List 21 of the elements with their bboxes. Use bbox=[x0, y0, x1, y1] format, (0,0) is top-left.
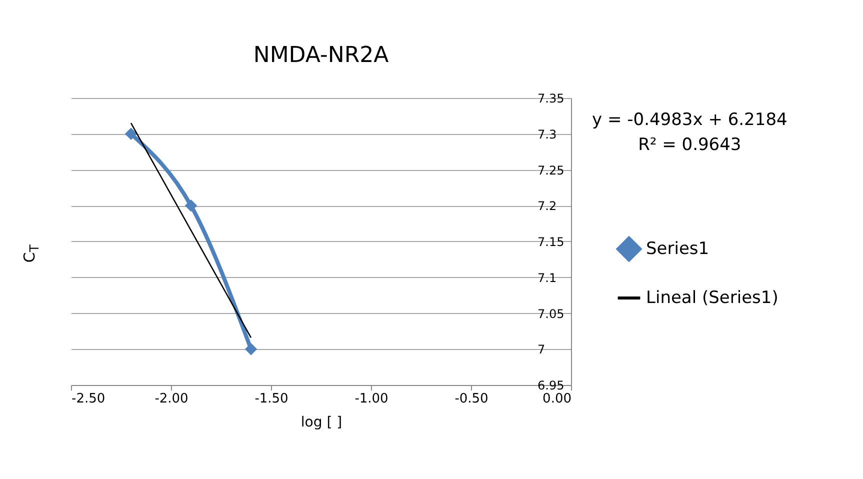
y-tick-label: 7.15 bbox=[538, 235, 564, 249]
x-tick-label: -0.50 bbox=[454, 392, 488, 406]
x-tick-label: -2.00 bbox=[154, 392, 188, 406]
x-tick-label: -1.50 bbox=[254, 392, 288, 406]
y-tick-label: 7.25 bbox=[538, 163, 564, 178]
y-tick-label: 6.95 bbox=[538, 378, 564, 392]
x-tick-label: 0.00 bbox=[542, 392, 572, 406]
text: R² = 0.9643 bbox=[637, 134, 742, 157]
x-axis-title: log [ ] bbox=[300, 414, 342, 430]
y-tick-label: 7.3 bbox=[538, 127, 557, 142]
y-tick-label: 7.05 bbox=[538, 306, 564, 321]
legend-label: Lineal (Series1) bbox=[646, 288, 778, 308]
x-tick-label: -1.00 bbox=[354, 392, 388, 406]
y-tick-label: 7.2 bbox=[538, 199, 557, 214]
x-tick-label: -2.50 bbox=[72, 392, 106, 406]
y-tick-label: 7.35 bbox=[538, 92, 564, 106]
text: y = -0.4983x + 6.2184 bbox=[592, 109, 788, 132]
y-tick-label: 7.1 bbox=[538, 270, 557, 285]
y-tick-label: 7 bbox=[538, 342, 546, 357]
legend-label: Series1 bbox=[646, 239, 710, 259]
chart-title: NMDA-NR2A bbox=[253, 43, 389, 68]
